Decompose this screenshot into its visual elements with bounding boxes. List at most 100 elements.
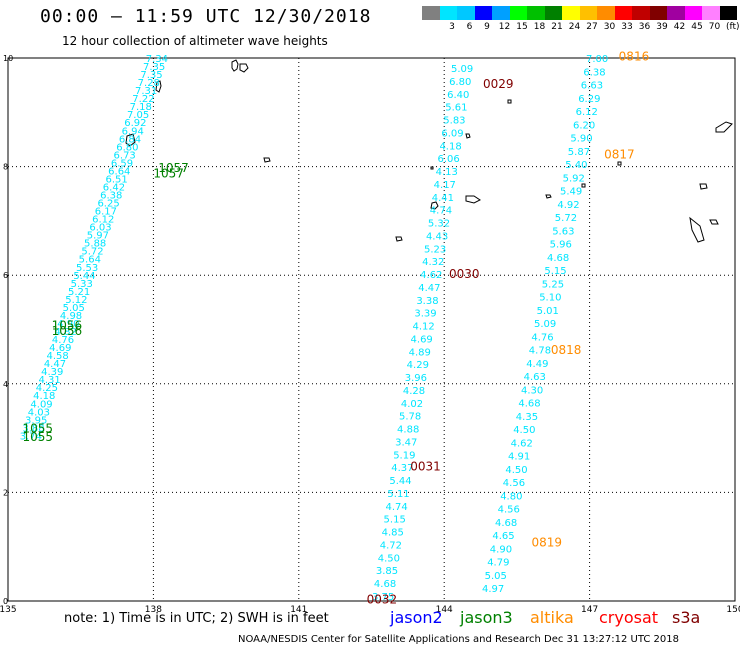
wave-height-label-west: 6.92 — [124, 118, 146, 129]
wave-height-label-west: 5.88 — [84, 239, 106, 250]
island-outline — [465, 195, 481, 204]
pass-time-label: 0817 — [604, 147, 635, 161]
wave-height-label-east: 5.92 — [563, 173, 585, 184]
island-outline — [699, 183, 708, 190]
pass-time-label: 1055 — [23, 422, 54, 436]
wave-height-label-east: 5.01 — [537, 306, 559, 317]
pass-time-label: 0030 — [449, 267, 480, 281]
wave-height-label-east: 6.12 — [576, 107, 598, 118]
color-scale-swatch — [597, 6, 615, 20]
wave-height-label-west: 7.35 — [140, 70, 162, 81]
wave-height-label-east: 4.65 — [492, 531, 514, 542]
island-outline — [263, 157, 271, 163]
wave-height-label-east: 6.63 — [581, 81, 603, 92]
wave-height-label-east: 5.87 — [568, 147, 590, 158]
pass-time-label: 1056 — [52, 319, 83, 333]
island-outline — [709, 219, 719, 225]
lon-tick-label: 147 — [581, 605, 598, 615]
island-outline — [689, 216, 705, 243]
wave-height-label-west: 4.25 — [36, 383, 58, 394]
wave-height-label-middle: 4.41 — [432, 193, 454, 204]
wave-height-label-west: 5.21 — [68, 287, 90, 298]
wave-height-label-east: 4.92 — [557, 200, 579, 211]
color-scale-swatch — [544, 6, 562, 20]
wave-height-label-east: 4.35 — [516, 412, 538, 423]
wave-height-label-middle: 4.02 — [401, 399, 423, 410]
wave-height-label-west: 6.12 — [92, 215, 114, 226]
color-scale-label: 42 — [673, 22, 686, 32]
wave-height-label-west: 4.82 — [55, 327, 77, 338]
wave-height-label-east: 4.62 — [511, 438, 533, 449]
wave-height-label-middle: 4.47 — [418, 283, 440, 294]
wave-height-label-east: 4.80 — [500, 491, 522, 502]
wave-height-label-west: 4.18 — [33, 391, 55, 402]
lat-tick-label: 8 — [3, 163, 8, 172]
wave-height-label-west: 5.64 — [79, 255, 101, 266]
color-scale-label: 3 — [449, 22, 455, 32]
satellite-legend-cryosat: cryosat — [599, 608, 659, 627]
wave-height-label-west: 6.84 — [119, 134, 141, 145]
lon-tick-label: 144 — [436, 605, 453, 615]
wave-height-label-middle: 4.32 — [422, 257, 444, 268]
wave-height-label-east: 5.72 — [555, 213, 577, 224]
map-grid — [8, 58, 735, 601]
wave-height-label-west: 6.25 — [97, 199, 119, 210]
wave-height-label-west: 5.44 — [73, 271, 95, 282]
pass-time-label: 0029 — [483, 77, 514, 91]
pass-time-label: 1057 — [158, 161, 189, 175]
wave-height-label-east: 5.25 — [542, 279, 564, 290]
wave-height-label-west: 4.90 — [57, 319, 79, 330]
pass-time-label: 0816 — [619, 50, 650, 64]
wave-height-label-east: 5.09 — [534, 319, 556, 330]
wave-height-label-middle: 4.72 — [380, 540, 402, 551]
wave-height-label-east: 5.15 — [544, 266, 566, 277]
wave-height-label-middle: 3.75 — [372, 592, 394, 603]
wave-height-label-middle: 4.43 — [426, 231, 448, 242]
wave-height-label-east: 5.49 — [560, 187, 582, 198]
wave-height-label-west: 7.35 — [143, 62, 165, 73]
wave-height-label-west: 6.42 — [103, 182, 125, 193]
color-scale-label: 36 — [638, 22, 651, 32]
wave-height-label-middle: 6.40 — [447, 90, 469, 101]
wave-height-label-middle: 4.62 — [420, 270, 442, 281]
wave-height-label-west: 7.18 — [130, 102, 152, 113]
color-scale-label: 24 — [568, 22, 581, 32]
color-scale-swatch — [684, 6, 702, 20]
pass-time-label: 1056 — [52, 324, 83, 338]
wave-height-label-west: 4.47 — [44, 359, 66, 370]
wave-height-label-middle: 6.09 — [441, 128, 463, 139]
island-outline — [430, 166, 434, 170]
wave-height-label-middle: 4.13 — [436, 167, 458, 178]
color-scale-label: 12 — [498, 22, 511, 32]
wave-height-label-west: 4.03 — [28, 407, 50, 418]
wave-height-label-middle: 4.37 — [391, 463, 413, 474]
page-title: 00:00 – 11:59 UTC 12/30/2018 — [40, 6, 372, 27]
wave-height-label-east: 5.40 — [565, 160, 587, 171]
page-subtitle: 12 hour collection of altimeter wave hei… — [62, 34, 328, 48]
island-outline — [545, 194, 552, 199]
satellite-legend-jason3: jason3 — [460, 608, 513, 627]
wave-height-label-west: 4.39 — [41, 367, 63, 378]
color-scale-swatch — [632, 6, 650, 20]
wave-height-label-middle: 5.19 — [393, 450, 415, 461]
footer-note: note: 1) Time is in UTC; 2) SWH is in fe… — [64, 611, 329, 626]
satellite-legend-jason2: jason2 — [390, 608, 443, 627]
color-scale-swatch — [649, 6, 667, 20]
wave-height-label-east: 4.50 — [513, 425, 535, 436]
satellite-tracks: 7.347.357.357.287.317.227.187.056.926.94… — [20, 54, 609, 603]
color-scale-label: 30 — [603, 22, 616, 32]
wave-height-label-west: 7.22 — [132, 94, 154, 105]
wave-height-label-middle: 4.29 — [407, 360, 429, 371]
wave-height-label-west: 5.97 — [87, 231, 109, 242]
pass-time-label: 1057 — [153, 166, 184, 180]
color-scale-unit: (ft) — [726, 22, 740, 32]
island-outline — [231, 59, 239, 72]
wave-height-label-east: 5.05 — [485, 571, 507, 582]
wave-height-label-west: 5.53 — [76, 263, 98, 274]
color-scale-label: 45 — [691, 22, 703, 32]
wave-height-label-middle: 3.96 — [405, 373, 427, 384]
lon-tick-label: 138 — [145, 605, 162, 615]
island-outline — [715, 121, 733, 133]
island-outline — [239, 63, 249, 73]
